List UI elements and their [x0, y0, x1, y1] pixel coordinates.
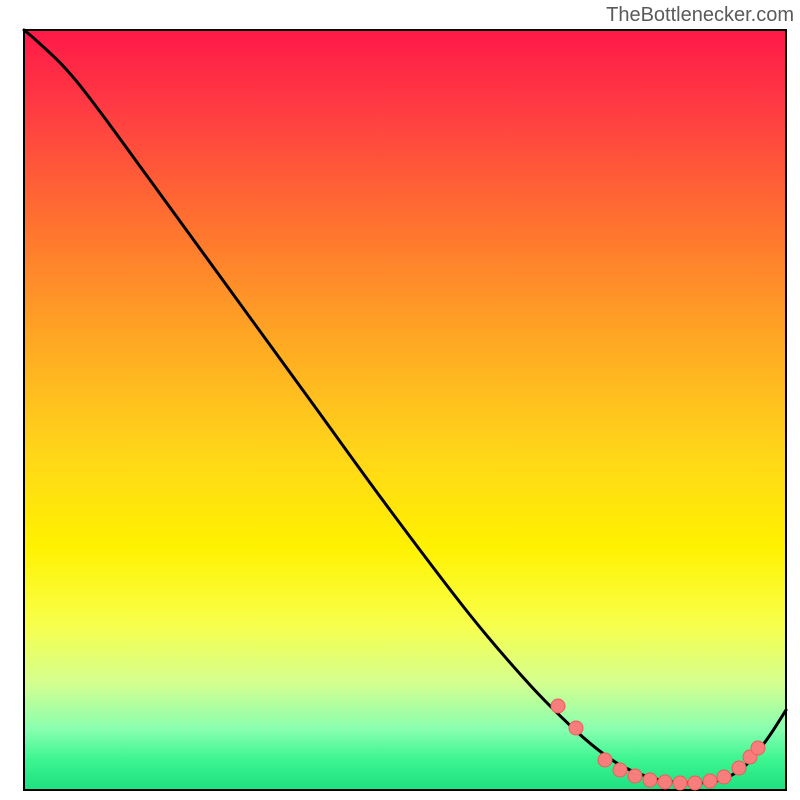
data-marker	[643, 773, 657, 787]
data-marker	[673, 776, 687, 790]
watermark-text: TheBottlenecker.com	[606, 4, 794, 27]
data-marker	[658, 775, 672, 789]
data-marker	[732, 761, 746, 775]
chart-svg	[0, 0, 800, 800]
data-marker	[688, 776, 702, 790]
data-marker	[717, 770, 731, 784]
chart-container: TheBottlenecker.com	[0, 0, 800, 800]
data-marker	[628, 769, 642, 783]
data-marker	[751, 741, 765, 755]
data-marker	[598, 753, 612, 767]
data-marker	[551, 699, 565, 713]
gradient-background	[24, 30, 786, 790]
data-marker	[703, 774, 717, 788]
data-marker	[569, 721, 583, 735]
data-marker	[613, 763, 627, 777]
